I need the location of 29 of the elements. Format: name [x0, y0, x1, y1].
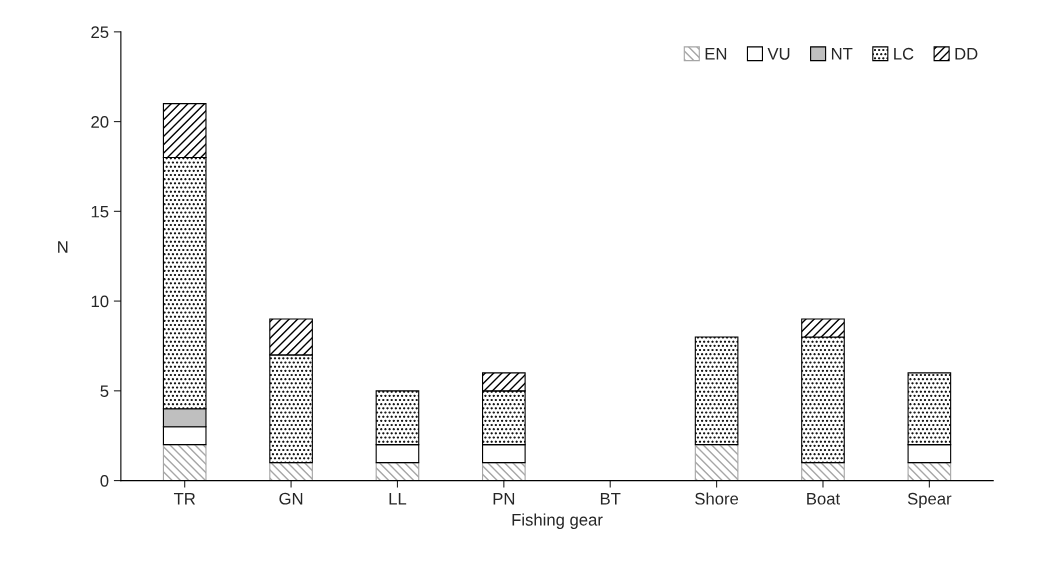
y-tick-label: 5	[100, 385, 109, 398]
bar	[162, 444, 207, 481]
y-axis-title: N	[58, 241, 68, 253]
legend-label: VU	[767, 48, 790, 60]
x-tick-label: Shore	[695, 492, 739, 505]
bar	[801, 462, 845, 481]
bar	[694, 336, 739, 446]
x-tick-label: Spear	[907, 492, 952, 508]
y-tick-label: 0	[100, 474, 109, 487]
x-axis-title: Fishing gear	[512, 513, 603, 529]
x-tick-label: Boat	[807, 492, 841, 505]
y-tick-label: 15	[91, 205, 109, 218]
legend-label: DD	[955, 48, 978, 60]
y-tick-label: 10	[91, 295, 109, 308]
x-tick-label: GN	[279, 492, 303, 505]
legend-label: LC	[894, 47, 914, 60]
x-tick-label: TR	[173, 492, 196, 505]
legend-label: EN	[705, 48, 727, 60]
bar	[482, 462, 526, 481]
x-tick-label: PN	[493, 492, 515, 505]
y-tick-label: 20	[91, 115, 109, 128]
bar	[694, 444, 739, 481]
bar	[269, 462, 313, 481]
bar	[375, 462, 420, 481]
x-tick-label: LL	[389, 492, 407, 505]
x-tick-label: BT	[600, 492, 621, 505]
bar	[907, 462, 952, 481]
y-tick-label: 25	[91, 26, 109, 39]
legend-label: NT	[831, 48, 853, 60]
